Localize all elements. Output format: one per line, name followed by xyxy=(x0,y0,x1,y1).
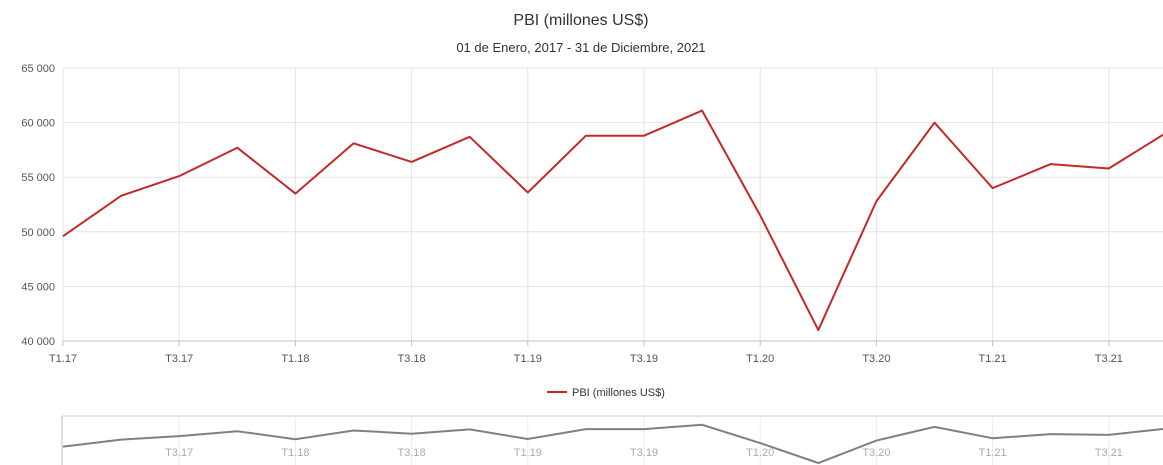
y-tick-label: 40 000 xyxy=(21,336,55,348)
chart-title: PBI (millones US$) xyxy=(513,12,648,29)
navigator-tick-label: T1.21 xyxy=(979,447,1007,459)
y-tick-label: 45 000 xyxy=(21,281,55,293)
series-layer xyxy=(62,109,1163,332)
navigator-series xyxy=(62,423,1163,465)
x-tick-label: T1.21 xyxy=(979,353,1007,365)
range-navigator[interactable]: T3.17 T1.18 T3.18 T1.19 T3.19 T1.20 T3.20 T1.21… xyxy=(61,415,1163,465)
x-tick-label: T3.19 xyxy=(630,353,658,365)
x-tick-label: T1.17 xyxy=(49,353,77,365)
navigator-tick-label: T3.21 xyxy=(1095,447,1123,459)
navigator-tick-label: T3.19 xyxy=(630,447,658,459)
y-tick-label: 55 000 xyxy=(21,172,55,184)
x-axis: T1.17 T3.17 T1.18 T3.18 T1.19 T3.19 T1.20 T3.20… xyxy=(49,340,1163,365)
x-tick-label: T1.19 xyxy=(514,353,542,365)
navigator-tick-label: T3.18 xyxy=(398,447,426,459)
x-tick-label: T3.17 xyxy=(165,353,193,365)
legend-label: PBI (millones US$) xyxy=(572,387,665,399)
navigator-tick-label: T3.17 xyxy=(165,447,193,459)
x-tick-label: T3.21 xyxy=(1095,353,1123,365)
chart-grid xyxy=(62,67,1163,342)
y-axis: 40 000 45 000 50 000 55 000 60 000 65 000 xyxy=(21,63,55,348)
y-tick-label: 50 000 xyxy=(21,227,55,239)
x-tick-label: T3.20 xyxy=(862,353,890,365)
x-tick-label: T1.20 xyxy=(746,353,774,365)
navigator-tick-label: T1.18 xyxy=(281,447,309,459)
chart-subtitle: 01 de Enero, 2017 - 31 de Diciembre, 202… xyxy=(456,40,705,55)
x-tick-label: T1.18 xyxy=(281,353,309,365)
navigator-tick-label: T1.19 xyxy=(514,447,542,459)
x-tick-label: T3.18 xyxy=(398,353,426,365)
navigator-tick-label: T3.20 xyxy=(862,447,890,459)
navigator-tick-label: T1.20 xyxy=(746,447,774,459)
navigator-ticks: T3.17 T1.18 T3.18 T1.19 T3.19 T1.20 T3.20 T1.21… xyxy=(165,416,1123,465)
legend[interactable]: PBI (millones US$) xyxy=(547,387,665,399)
series-line xyxy=(62,109,1163,332)
y-tick-label: 60 000 xyxy=(21,118,55,130)
y-tick-label: 65 000 xyxy=(21,63,55,75)
navigator-line xyxy=(62,423,1163,465)
